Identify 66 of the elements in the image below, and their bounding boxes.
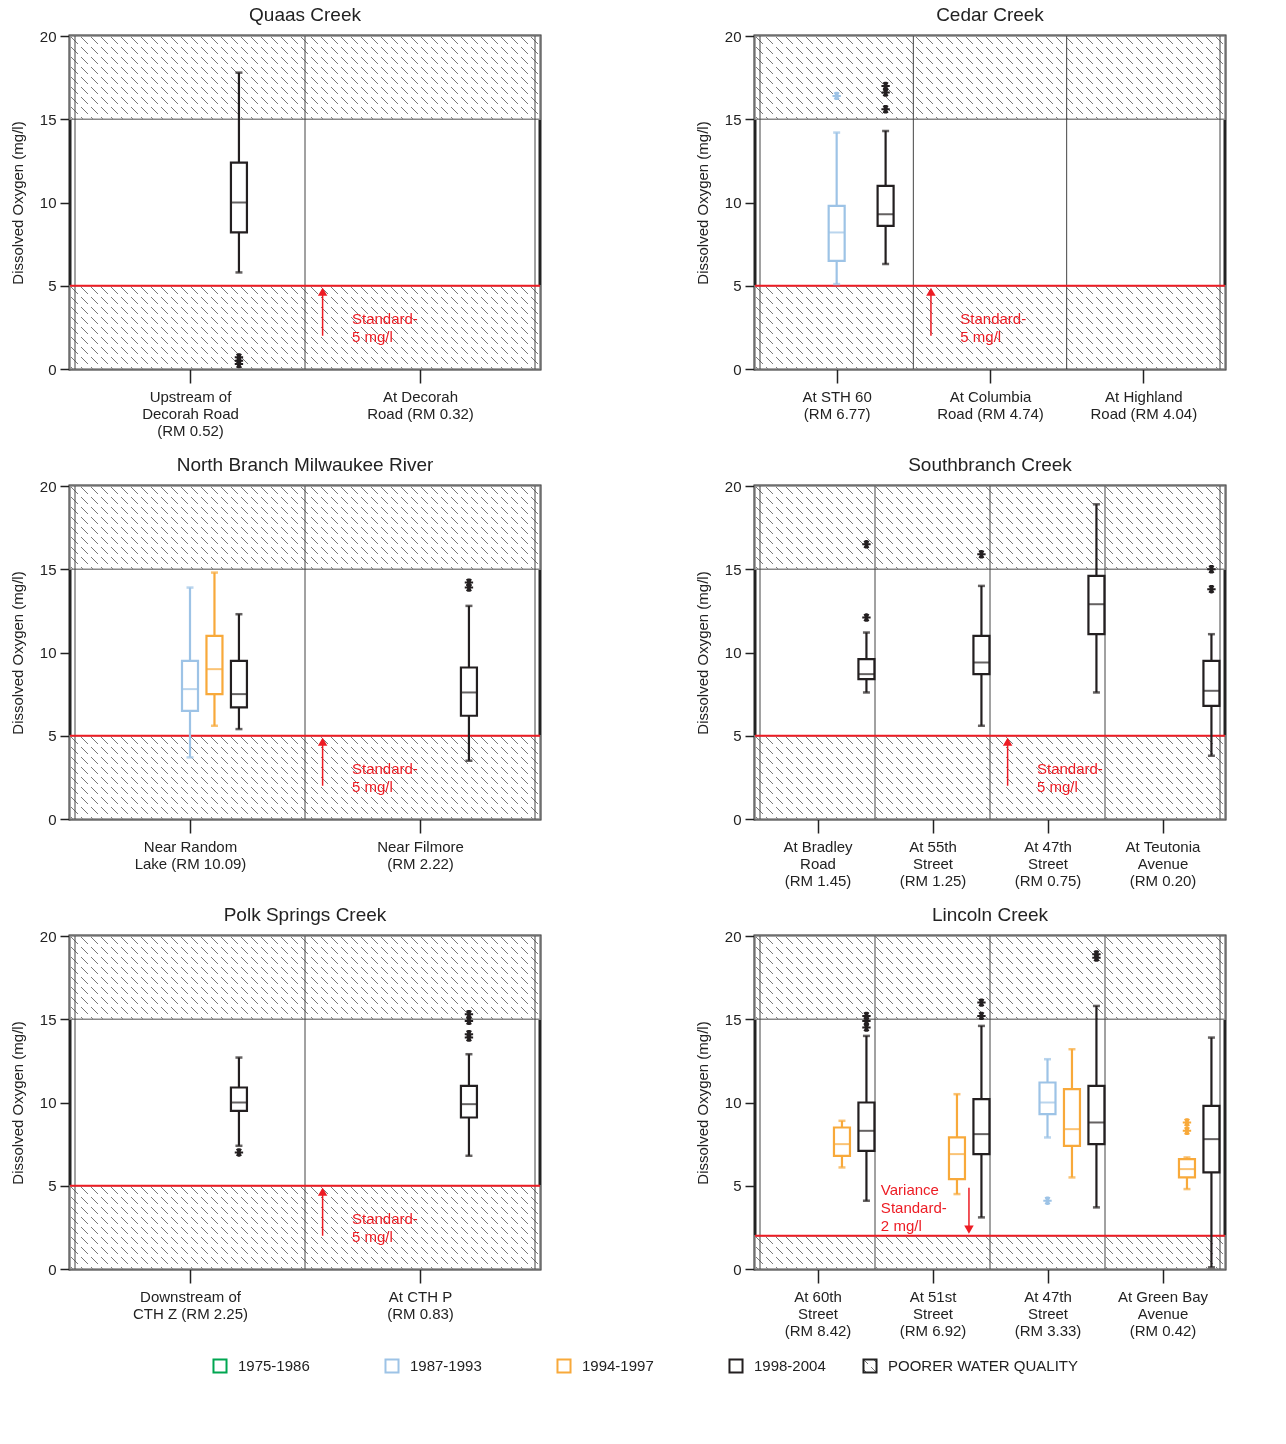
legend-label: 1975-1986 xyxy=(238,1357,310,1374)
y-axis-title: Dissolved Oxygen (mg/l) xyxy=(693,571,711,735)
y-tick-label: 15 xyxy=(39,560,57,578)
y-tick-label: 20 xyxy=(724,927,742,945)
x-tick-label: At Green Bay Avenue (RM 0.42) xyxy=(1117,1287,1209,1339)
y-tick-label: 5 xyxy=(733,277,742,295)
chart-title: Quaas Creek xyxy=(249,4,362,25)
x-tick-label: At CTH P (RM 0.83) xyxy=(387,1287,454,1322)
y-axis-title: Dissolved Oxygen (mg/l) xyxy=(693,121,711,285)
x-tick-label: At 51st Street (RM 6.92) xyxy=(899,1287,967,1339)
legend-label: 1998-2004 xyxy=(754,1357,826,1374)
x-tick-label: At Columbia Road (RM 4.74) xyxy=(937,387,1044,422)
y-tick-label: 10 xyxy=(39,644,57,661)
y-tick-label: 20 xyxy=(39,477,57,495)
x-tick-label: Near Filmore (RM 2.22) xyxy=(377,837,464,872)
y-tick-label: 20 xyxy=(724,477,742,495)
x-tick-label: At Highland Road (RM 4.04) xyxy=(1090,387,1198,422)
x-tick-label: Near Random Lake (RM 10.09) xyxy=(134,837,247,872)
y-tick-label: 5 xyxy=(733,727,742,745)
y-tick-label: 15 xyxy=(724,110,742,128)
y-tick-label: 20 xyxy=(39,927,57,945)
x-tick-label: Upstream of Decorah Road (RM 0.52) xyxy=(142,387,239,439)
x-tick-label: At Teutonia Avenue (RM 0.20) xyxy=(1125,837,1202,889)
y-tick-label: 0 xyxy=(733,360,742,378)
y-tick-label: 15 xyxy=(39,1010,57,1028)
y-tick-label: 5 xyxy=(48,727,57,745)
chart-title: Polk Springs Creek xyxy=(223,904,387,925)
x-tick-label: Downstream of CTH Z (RM 2.25) xyxy=(132,1287,249,1322)
y-tick-label: 15 xyxy=(724,560,742,578)
legend-label: 1994-1997 xyxy=(582,1357,654,1374)
ref-line-label: Standard- 5 mg/l xyxy=(960,309,1027,345)
chart-title: Lincoln Creek xyxy=(931,904,1049,925)
y-axis-title: Dissolved Oxygen (mg/l) xyxy=(8,121,26,285)
y-tick-label: 15 xyxy=(39,110,57,128)
x-tick-label: At 55th Street (RM 1.25) xyxy=(899,837,967,889)
y-tick-label: 10 xyxy=(724,644,742,661)
x-tick-label: At 60th Street (RM 8.42) xyxy=(784,1287,852,1339)
y-tick-label: 10 xyxy=(724,1094,742,1111)
x-tick-label: At 47th Street (RM 0.75) xyxy=(1014,837,1082,889)
x-tick-label: At 47th Street (RM 3.33) xyxy=(1014,1287,1082,1339)
chart-title: Cedar Creek xyxy=(936,4,1045,25)
legend-label: 1987-1993 xyxy=(410,1357,482,1374)
y-tick-label: 0 xyxy=(733,1260,742,1278)
y-axis-title: Dissolved Oxygen (mg/l) xyxy=(8,571,26,735)
x-tick-label: At Bradley Road (RM 1.45) xyxy=(783,837,854,889)
y-axis-title: Dissolved Oxygen (mg/l) xyxy=(693,1021,711,1185)
chart-title: North Branch Milwaukee River xyxy=(176,454,434,475)
x-tick-label: At STH 60 (RM 6.77) xyxy=(802,387,872,422)
y-tick-label: 5 xyxy=(48,277,57,295)
y-tick-label: 15 xyxy=(724,1010,742,1028)
y-tick-label: 10 xyxy=(39,1094,57,1111)
chart-title: Southbranch Creek xyxy=(908,454,1073,475)
x-tick-label: At Decorah Road (RM 0.32) xyxy=(367,387,474,422)
y-tick-label: 0 xyxy=(733,810,742,828)
y-tick-label: 10 xyxy=(39,194,57,211)
y-tick-label: 10 xyxy=(724,194,742,211)
y-tick-label: 0 xyxy=(48,810,57,828)
y-tick-label: 5 xyxy=(48,1177,57,1195)
y-tick-label: 0 xyxy=(48,1260,57,1278)
legend-label: POORER WATER QUALITY xyxy=(888,1357,1079,1374)
y-tick-label: 20 xyxy=(39,27,57,45)
y-axis-title: Dissolved Oxygen (mg/l) xyxy=(8,1021,26,1185)
y-tick-label: 20 xyxy=(724,27,742,45)
ref-line-label: Variance Standard- 2 mg/l xyxy=(880,1180,947,1234)
y-tick-label: 0 xyxy=(48,360,57,378)
y-tick-label: 5 xyxy=(733,1177,742,1195)
